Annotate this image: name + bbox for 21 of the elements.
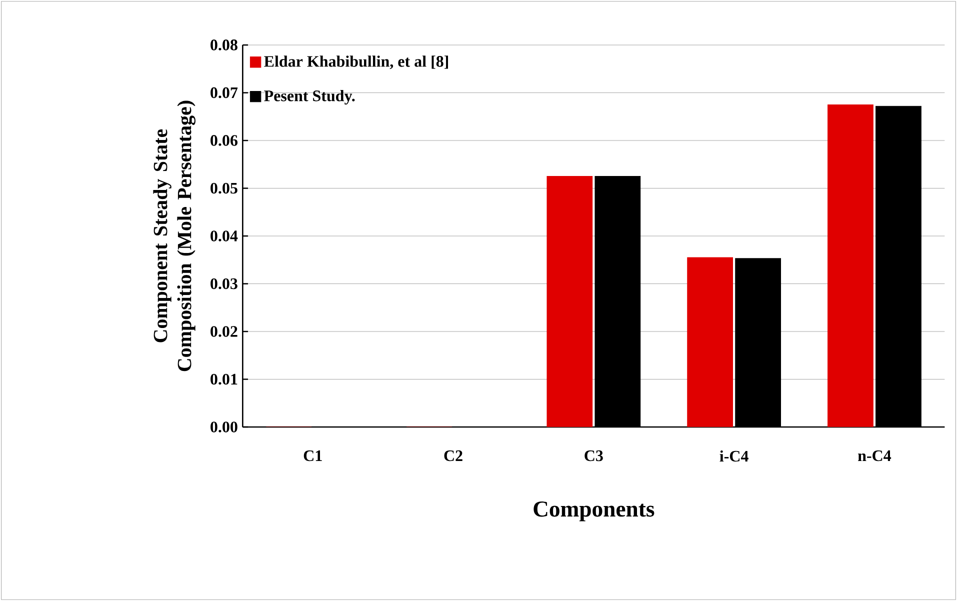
y-tick-label: 0.08 [210,40,238,50]
legend-label: Eldar Khabibullin, et al [8] [264,56,448,70]
y-tick-label: 0.01 [210,374,238,385]
legend-label: Pesent Study. [264,90,355,105]
y-tick-label: 0.03 [210,278,238,290]
bar [828,104,874,427]
y-tick-label: 0.00 [210,422,238,432]
x-tick-label: C1 [304,450,322,462]
y-tick-label: 0.07 [210,87,238,98]
y-axis-title: Component Steady State Composition (Mole Persentage) [153,100,196,372]
y-tick-label: 0.02 [210,326,238,337]
y-tick-label: 0.04 [210,230,238,242]
x-tick-label: n-C4 [858,450,892,462]
y-tick-label: 0.05 [210,182,238,194]
x-tick-label: C3 [584,450,603,462]
x-axis-title: Components [534,501,654,522]
bar [687,257,734,427]
x-tick-label: i-C4 [720,450,748,462]
bar [546,176,593,427]
y-tick-label: 0.06 [210,135,238,146]
x-tick-label: C2 [444,450,462,462]
